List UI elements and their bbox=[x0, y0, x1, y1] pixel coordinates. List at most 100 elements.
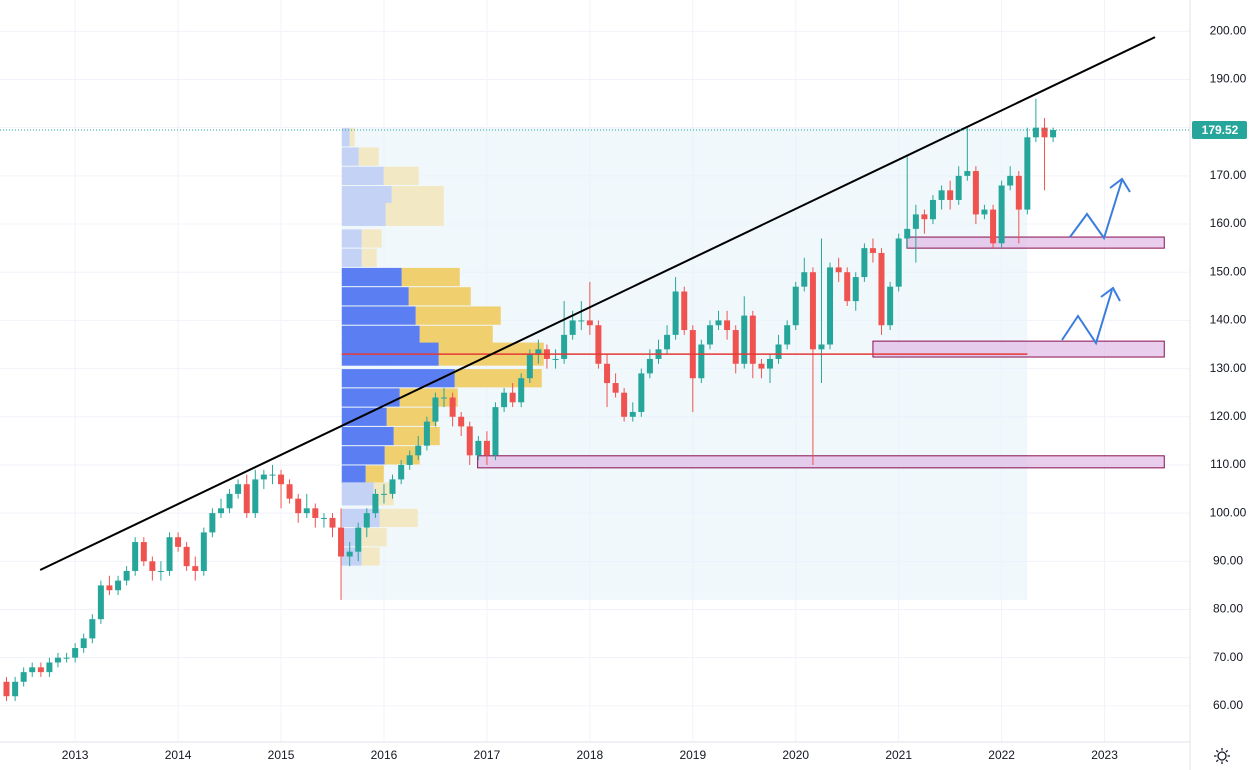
x-tick-label: 2016 bbox=[371, 748, 398, 762]
candle-body bbox=[1050, 129, 1057, 138]
candle-body bbox=[423, 421, 430, 446]
profile-up-volume bbox=[341, 147, 359, 166]
candle-body bbox=[389, 479, 396, 494]
candle-body bbox=[586, 320, 593, 326]
candle-body bbox=[12, 681, 19, 697]
y-tick-label: 150.00 bbox=[1210, 264, 1247, 278]
candle-body bbox=[895, 238, 902, 287]
candle-body bbox=[706, 325, 713, 345]
candle-body bbox=[492, 407, 499, 456]
profile-down-volume bbox=[361, 229, 382, 248]
candle-body bbox=[260, 474, 267, 480]
candle-body bbox=[938, 190, 945, 200]
candle-body bbox=[89, 619, 96, 639]
y-tick-label: 70.00 bbox=[1213, 650, 1243, 664]
profile-down-volume bbox=[349, 128, 355, 147]
arrow-head bbox=[1109, 177, 1131, 193]
candle-body bbox=[947, 190, 954, 200]
candle-body bbox=[1032, 127, 1039, 138]
support-zone bbox=[477, 455, 1165, 469]
candle-body bbox=[672, 291, 679, 335]
profile-up-volume bbox=[341, 166, 384, 185]
candle-body bbox=[732, 330, 739, 364]
profile-up-volume bbox=[341, 186, 392, 205]
candle-body bbox=[72, 648, 79, 658]
candle-body bbox=[54, 657, 61, 663]
candle-body bbox=[518, 378, 525, 403]
profile-up-volume bbox=[341, 482, 374, 506]
last-price-badge bbox=[1192, 120, 1247, 139]
gear-teeth bbox=[1214, 748, 1230, 764]
candle-body bbox=[929, 199, 936, 220]
candle-body bbox=[784, 325, 791, 345]
x-tick-label: 2021 bbox=[885, 748, 912, 762]
profile-up-volume bbox=[341, 388, 400, 407]
candle-body bbox=[29, 667, 36, 673]
candle-body bbox=[363, 513, 370, 528]
arrow bbox=[1061, 289, 1113, 346]
candle-body bbox=[578, 320, 585, 322]
profile-down-volume bbox=[419, 325, 493, 344]
profile-down-volume bbox=[365, 465, 384, 484]
candle-body bbox=[981, 209, 988, 215]
y-tick-label: 80.00 bbox=[1213, 602, 1243, 616]
candle-body bbox=[912, 214, 919, 229]
profile-down-volume bbox=[384, 446, 420, 465]
candle-body bbox=[552, 358, 559, 360]
candle-body bbox=[226, 493, 233, 509]
candle-body bbox=[955, 175, 962, 200]
arrow-head bbox=[1100, 286, 1121, 302]
candle-body bbox=[20, 672, 27, 682]
candle-body bbox=[535, 349, 542, 355]
candle-body bbox=[440, 397, 447, 399]
candle-body bbox=[346, 551, 353, 557]
candle-body bbox=[964, 171, 971, 176]
candle-body bbox=[818, 344, 825, 350]
profile-up-volume bbox=[341, 287, 409, 306]
candle-body bbox=[157, 570, 164, 572]
support-zone bbox=[906, 236, 1165, 249]
candle-body bbox=[269, 474, 276, 476]
x-tick-label: 2018 bbox=[577, 748, 604, 762]
candle-body bbox=[252, 479, 259, 514]
candle-body bbox=[998, 185, 1005, 244]
candle-body bbox=[835, 267, 842, 273]
candle-body bbox=[355, 527, 362, 552]
candle-body bbox=[638, 373, 645, 412]
y-tick-label: 130.00 bbox=[1210, 361, 1247, 375]
y-tick-label: 90.00 bbox=[1213, 553, 1243, 567]
candle-body bbox=[303, 508, 310, 514]
x-tick-label: 2023 bbox=[1091, 748, 1118, 762]
candle-body bbox=[664, 334, 671, 350]
candle-body bbox=[1007, 175, 1014, 186]
candle-body bbox=[767, 358, 773, 369]
candle-body bbox=[149, 561, 156, 571]
profile-up-volume bbox=[341, 508, 380, 528]
candle-body bbox=[827, 267, 834, 345]
candle-body bbox=[792, 286, 799, 326]
candle-body bbox=[526, 354, 533, 379]
candle-body bbox=[621, 392, 628, 417]
support-zone bbox=[872, 340, 1165, 358]
candle-body bbox=[724, 320, 731, 331]
profile-down-volume bbox=[393, 426, 440, 446]
profile-up-volume bbox=[341, 229, 362, 248]
candle-body bbox=[166, 537, 173, 571]
candle-body bbox=[46, 662, 53, 673]
candle-body bbox=[123, 570, 130, 581]
candle-body bbox=[595, 325, 602, 364]
x-tick-label: 2014 bbox=[165, 748, 192, 762]
candle-body bbox=[320, 517, 327, 519]
candle-body bbox=[338, 527, 345, 557]
candle-body bbox=[501, 392, 508, 408]
candle-body bbox=[415, 445, 422, 456]
x-tick-label: 2019 bbox=[679, 748, 706, 762]
profile-down-volume bbox=[401, 267, 460, 287]
settings-icon[interactable] bbox=[1214, 748, 1230, 764]
candle-body bbox=[921, 214, 928, 220]
profile-down-volume bbox=[361, 547, 380, 566]
candle-body bbox=[218, 508, 225, 514]
candle-body bbox=[887, 286, 894, 326]
candle-body bbox=[1015, 175, 1022, 210]
arrow bbox=[1069, 179, 1123, 241]
